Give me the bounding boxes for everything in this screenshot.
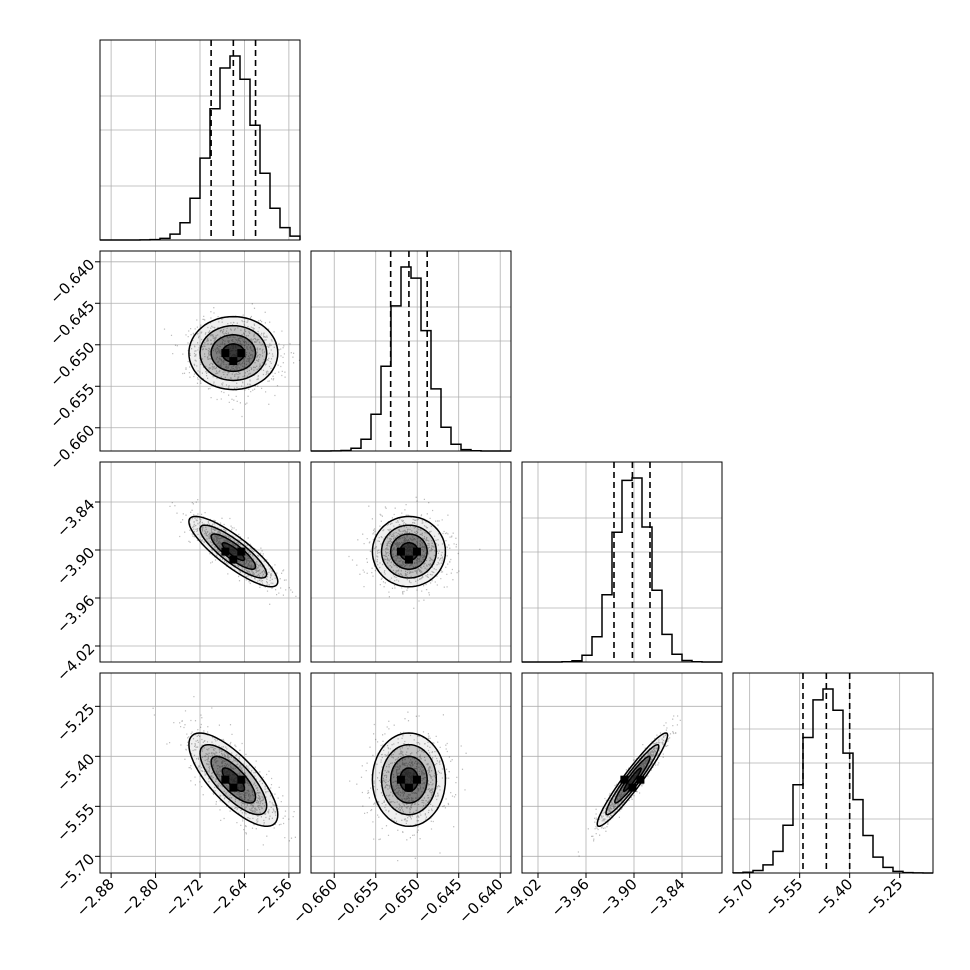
x-tick-label: −0.655 [331, 875, 383, 927]
x-tick-label: −2.80 [117, 875, 162, 920]
x-tick-label: −0.645 [414, 875, 466, 927]
histogram-steps [311, 266, 511, 452]
y-tick-label: −0.650 [46, 338, 98, 390]
x-tick-label: −5.25 [861, 875, 906, 920]
panel-frame [521, 461, 723, 663]
panel-1-2 [311, 462, 511, 662]
x-tick-label: −3.90 [596, 875, 641, 920]
density-peak [229, 357, 238, 366]
x-tick-label: −5.70 [711, 875, 756, 920]
density-peak [636, 775, 645, 784]
x-tick-label: −2.64 [206, 875, 251, 920]
density-peak [396, 547, 405, 556]
panel-frame [99, 250, 301, 452]
x-tick-label: −0.660 [289, 875, 341, 927]
histogram-1 [311, 251, 511, 452]
y-tick-label: −3.90 [53, 544, 98, 589]
scatter-0-2 [169, 499, 297, 605]
histogram-3 [732, 673, 933, 874]
density-peak [404, 555, 413, 564]
density-peak [404, 783, 413, 792]
density-peak [628, 783, 637, 792]
y-tick-label: −0.660 [46, 421, 98, 473]
panel-1-3 [311, 673, 511, 873]
density-peak [229, 555, 238, 564]
scatter-0-1 [163, 303, 301, 418]
x-tick-label: −5.55 [761, 875, 806, 920]
density-peak [237, 547, 246, 556]
density-peak [620, 775, 629, 784]
y-tick-label: −4.02 [53, 640, 98, 685]
density-peak [412, 775, 421, 784]
panel-frame [99, 39, 301, 241]
scatter-2-3 [577, 715, 681, 857]
y-tick-label: −3.96 [53, 592, 98, 637]
panel-frame [310, 250, 512, 452]
y-tick-label: −0.640 [46, 255, 98, 307]
panel-1-1 [311, 251, 511, 451]
x-tick-label: −3.96 [548, 875, 593, 920]
panel-0-2 [100, 462, 300, 662]
panel-frame [732, 672, 934, 874]
y-tick-label: −5.40 [53, 750, 98, 795]
density-peak [412, 547, 421, 556]
x-tick-label: −3.84 [644, 875, 689, 920]
histogram-2 [522, 462, 722, 663]
panel-frame [310, 672, 512, 874]
y-tick-label: −5.55 [53, 800, 98, 845]
panel-2-3 [522, 673, 722, 873]
y-tick-label: −5.25 [53, 700, 98, 745]
panel-0-1 [100, 251, 300, 451]
scatter-points [349, 711, 467, 862]
x-tick-label: −2.72 [162, 875, 207, 920]
histogram-steps [522, 477, 722, 663]
scatter-0-3 [152, 695, 296, 851]
density-peak [221, 547, 230, 556]
x-tick-label: −2.88 [73, 875, 118, 920]
x-tick-label: −0.640 [455, 875, 507, 927]
density-peak [237, 349, 246, 358]
density-peak [396, 775, 405, 784]
histogram-steps [732, 688, 933, 874]
x-tick-label: −5.40 [811, 875, 856, 920]
panel-0-0 [100, 40, 300, 240]
panel-frame [521, 672, 723, 874]
y-tick-label: −0.655 [46, 380, 98, 432]
x-tick-label: −4.02 [500, 875, 545, 920]
y-tick-label: −3.84 [53, 496, 98, 541]
x-tick-label: −0.650 [372, 875, 424, 927]
panel-frame [310, 461, 512, 663]
scatter-1-3 [349, 711, 467, 862]
y-tick-label: −0.645 [46, 297, 98, 349]
density-peak [229, 783, 238, 792]
panel-frame [99, 461, 301, 663]
scatter-1-2 [348, 496, 481, 609]
density-peak [221, 349, 230, 358]
density-peak [221, 775, 230, 784]
density-peak [237, 775, 246, 784]
